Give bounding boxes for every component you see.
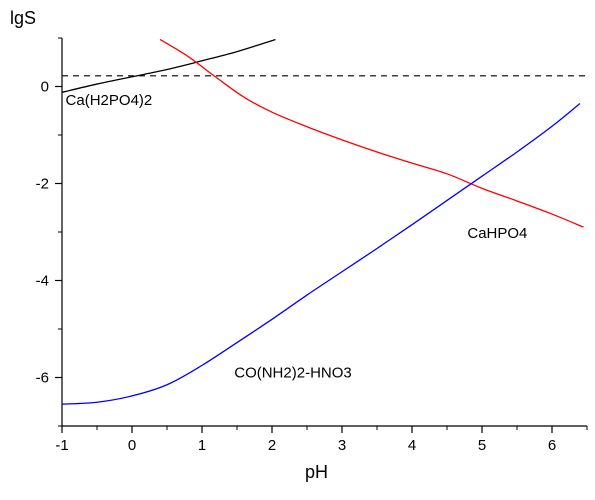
axes-layer: [55, 37, 588, 433]
y-tick-label: 0: [41, 79, 49, 96]
x-tick-label: 5: [478, 437, 486, 454]
x-tick-label: 6: [548, 437, 556, 454]
y-axis-title: lgS: [10, 8, 36, 28]
series-label-cahpo4: CaHPO4: [467, 225, 527, 242]
y-tick-label: -4: [36, 273, 49, 290]
x-tick-label: 1: [198, 437, 206, 454]
series-line-ca-h2po4-2: [62, 38, 276, 93]
series-label-co-nh2-2-hno3: CO(NH2)2-HNO3: [234, 365, 352, 382]
x-tick-label: 4: [408, 437, 416, 454]
series-line-co-nh2-2-hno3: [62, 102, 581, 405]
x-tick-label: -1: [55, 437, 68, 454]
series-line-cahpo4: [159, 38, 584, 228]
series-layer: [62, 38, 584, 405]
x-axis-title: pH: [305, 462, 328, 482]
y-tick-label: -6: [36, 370, 49, 387]
series-label-ca-h2po4-2: Ca(H2PO4)2: [66, 92, 153, 109]
labels-layer: -1 0 1 2 3 4 5 6 -6 -4 -2 0 pH lgS Ca(H2PO4)2 CaHPO4 CO(…: [10, 8, 556, 482]
x-tick-label: 3: [338, 437, 346, 454]
y-tick-label: -2: [36, 176, 49, 193]
x-tick-label: 2: [268, 437, 276, 454]
x-tick-label: 0: [128, 437, 136, 454]
